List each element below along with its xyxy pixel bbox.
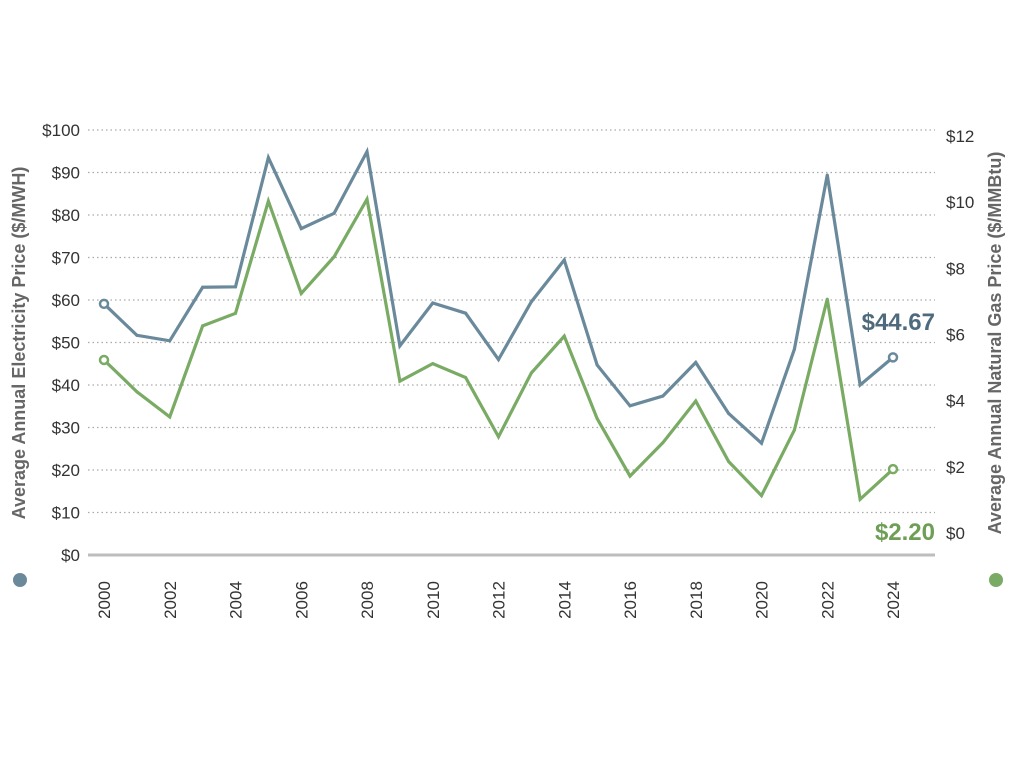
right-tick-label: $12 [946, 127, 974, 146]
electricity-data-point [365, 150, 369, 154]
left-tick-label: $50 [52, 334, 80, 353]
electricity-data-point [201, 285, 205, 289]
x-tick-label: 2006 [292, 581, 311, 619]
right-tick-label: $10 [946, 193, 974, 212]
gas-data-point [332, 255, 336, 259]
x-tick-label: 2000 [95, 581, 114, 619]
right-tick-label: $8 [946, 259, 965, 278]
x-tick-label: 2008 [358, 581, 377, 619]
electricity-data-point [431, 301, 435, 305]
left-tick-label: $70 [52, 249, 80, 268]
gas-data-point [661, 441, 665, 445]
left-axis-ticks: $0 $10 $20 $30 $40 $50 $60 $70 $80 $90 $100 [42, 121, 80, 565]
x-tick-label: 2010 [424, 581, 443, 619]
x-tick-label: 2004 [227, 581, 246, 619]
right-tick-label: $0 [946, 524, 965, 543]
electricity-series-line [102, 146, 895, 447]
x-tick-label: 2022 [818, 581, 837, 619]
gas-end-label: $2.20 [875, 519, 935, 546]
left-tick-label: $0 [61, 546, 80, 565]
x-tick-label: 2018 [687, 581, 706, 619]
x-tick-label: 2024 [884, 581, 903, 619]
gas-data-point [727, 460, 731, 464]
gas-series-line [102, 194, 895, 503]
gas-data-point [299, 291, 303, 295]
right-axis-title: Average Annual Natural Gas Price ($/MMBt… [985, 152, 1005, 535]
left-tick-label: $100 [42, 121, 80, 140]
gas-data-point [431, 362, 435, 366]
x-tick-label: 2012 [490, 581, 509, 619]
gas-data-point [464, 376, 468, 380]
x-tick-label: 2002 [161, 581, 180, 619]
right-tick-label: $2 [946, 458, 965, 477]
gas-data-point [201, 324, 205, 328]
gas-data-point [792, 428, 796, 432]
electricity-data-point [266, 156, 270, 160]
x-tick-label: 2020 [753, 581, 772, 619]
gas-data-point [98, 354, 110, 366]
gridlines [88, 129, 935, 514]
left-tick-label: $90 [52, 164, 80, 183]
left-tick-label: $40 [52, 376, 80, 395]
gas-data-point [595, 417, 599, 421]
legend-dot-gas [989, 573, 1003, 587]
electricity-data-point [299, 227, 303, 231]
gas-data-point [858, 497, 862, 501]
electricity-data-point [168, 339, 172, 343]
electricity-data-point [332, 211, 336, 215]
electricity-data-point [858, 383, 862, 387]
electricity-data-point [825, 173, 829, 177]
electricity-data-point [661, 394, 665, 398]
electricity-data-point [595, 363, 599, 367]
right-axis-ticks: $0 $2 $4 $6 $8 $10 $12 [946, 127, 974, 543]
electricity-data-point [464, 311, 468, 315]
electricity-data-point [529, 300, 533, 304]
left-tick-label: $20 [52, 461, 80, 480]
electricity-data-point [694, 360, 698, 364]
gas-data-point [529, 371, 533, 375]
electricity-data-point [628, 404, 632, 408]
electricity-data-point [135, 333, 139, 337]
left-tick-label: $30 [52, 419, 80, 438]
left-tick-label: $10 [52, 504, 80, 523]
gas-data-point [365, 197, 369, 201]
left-tick-label: $60 [52, 291, 80, 310]
left-tick-label: $80 [52, 206, 80, 225]
electricity-data-point [562, 258, 566, 262]
gas-data-point [887, 463, 899, 475]
electricity-end-label: $44.67 [862, 309, 935, 336]
x-axis-ticks: 2000 2002 2004 2006 2008 2010 2012 2014 2016 2018… [95, 581, 903, 619]
electricity-data-point [234, 285, 237, 289]
left-axis-title: Average Annual Electricity Price ($/MWH) [9, 167, 29, 520]
gas-data-point [398, 379, 402, 383]
gas-data-point [628, 474, 632, 478]
gas-data-point [497, 435, 500, 439]
x-tick-label: 2014 [555, 581, 574, 619]
electricity-data-point [887, 352, 899, 363]
gas-data-point [760, 494, 763, 498]
electricity-data-point [497, 358, 500, 361]
gas-data-point [825, 297, 829, 301]
gas-data-point [234, 311, 237, 315]
electricity-data-point [398, 344, 402, 348]
legend-dot-electricity [13, 573, 27, 587]
gas-data-point [168, 415, 172, 419]
electricity-data-point [98, 298, 110, 310]
electricity-data-point [760, 441, 763, 445]
right-tick-label: $6 [946, 326, 965, 345]
right-tick-label: $4 [946, 392, 965, 411]
gas-data-point [694, 399, 698, 403]
gas-data-point [562, 334, 566, 338]
gas-data-point [266, 199, 270, 203]
electricity-data-point [727, 411, 731, 415]
electricity-data-point [792, 347, 796, 351]
x-tick-label: 2016 [621, 581, 640, 619]
series-group [98, 146, 899, 503]
gas-data-point [135, 390, 139, 394]
